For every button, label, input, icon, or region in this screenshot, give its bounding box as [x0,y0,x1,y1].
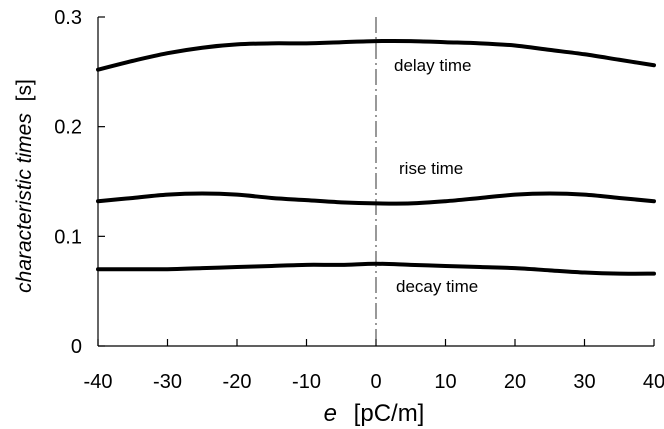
y-tick-label: 0.2 [54,117,82,139]
y-axis-title: characteristic times [s] [13,79,36,293]
axis-ticks: 0 0.1 0.2 0.3 -40 -30 -20 -10 0 10 20 30 40 [54,7,664,393]
y-tick-label: 0.3 [54,7,82,29]
x-tick-label: 30 [573,371,595,393]
series-line-rise-time [96,191,656,206]
x-axis-title-var: e [324,400,337,427]
x-tick-label: -20 [223,371,252,393]
x-axis-title: e [pC/m] [324,400,425,427]
x-tick-label: 0 [370,371,381,393]
y-axis-title-unit: [s] [13,79,36,101]
x-axis-title-unit: [pC/m] [354,400,425,427]
x-tick-label: -40 [84,371,113,393]
x-tick-label: 40 [643,371,664,393]
y-axis-title-text: characteristic times [13,113,36,293]
x-tick-label: -30 [153,371,182,393]
plot-area: 0 0.1 0.2 0.3 -40 -30 -20 -10 0 10 20 30 40 delay ti… [54,7,664,393]
y-tick-label: 0 [71,336,82,358]
y-tick-label: 0.1 [54,226,82,248]
series-lines [96,38,656,276]
series-line-delay-time [96,38,656,72]
series-label-decay-time: decay time [396,277,478,296]
series-labels: delay time rise time decay time [394,56,478,296]
series-label-delay-time: delay time [394,56,471,75]
x-tick-label: 20 [504,371,526,393]
series-line-decay-time [96,261,656,276]
x-tick-label: 10 [434,371,456,393]
x-tick-label: -10 [292,371,321,393]
series-label-rise-time: rise time [399,159,463,178]
